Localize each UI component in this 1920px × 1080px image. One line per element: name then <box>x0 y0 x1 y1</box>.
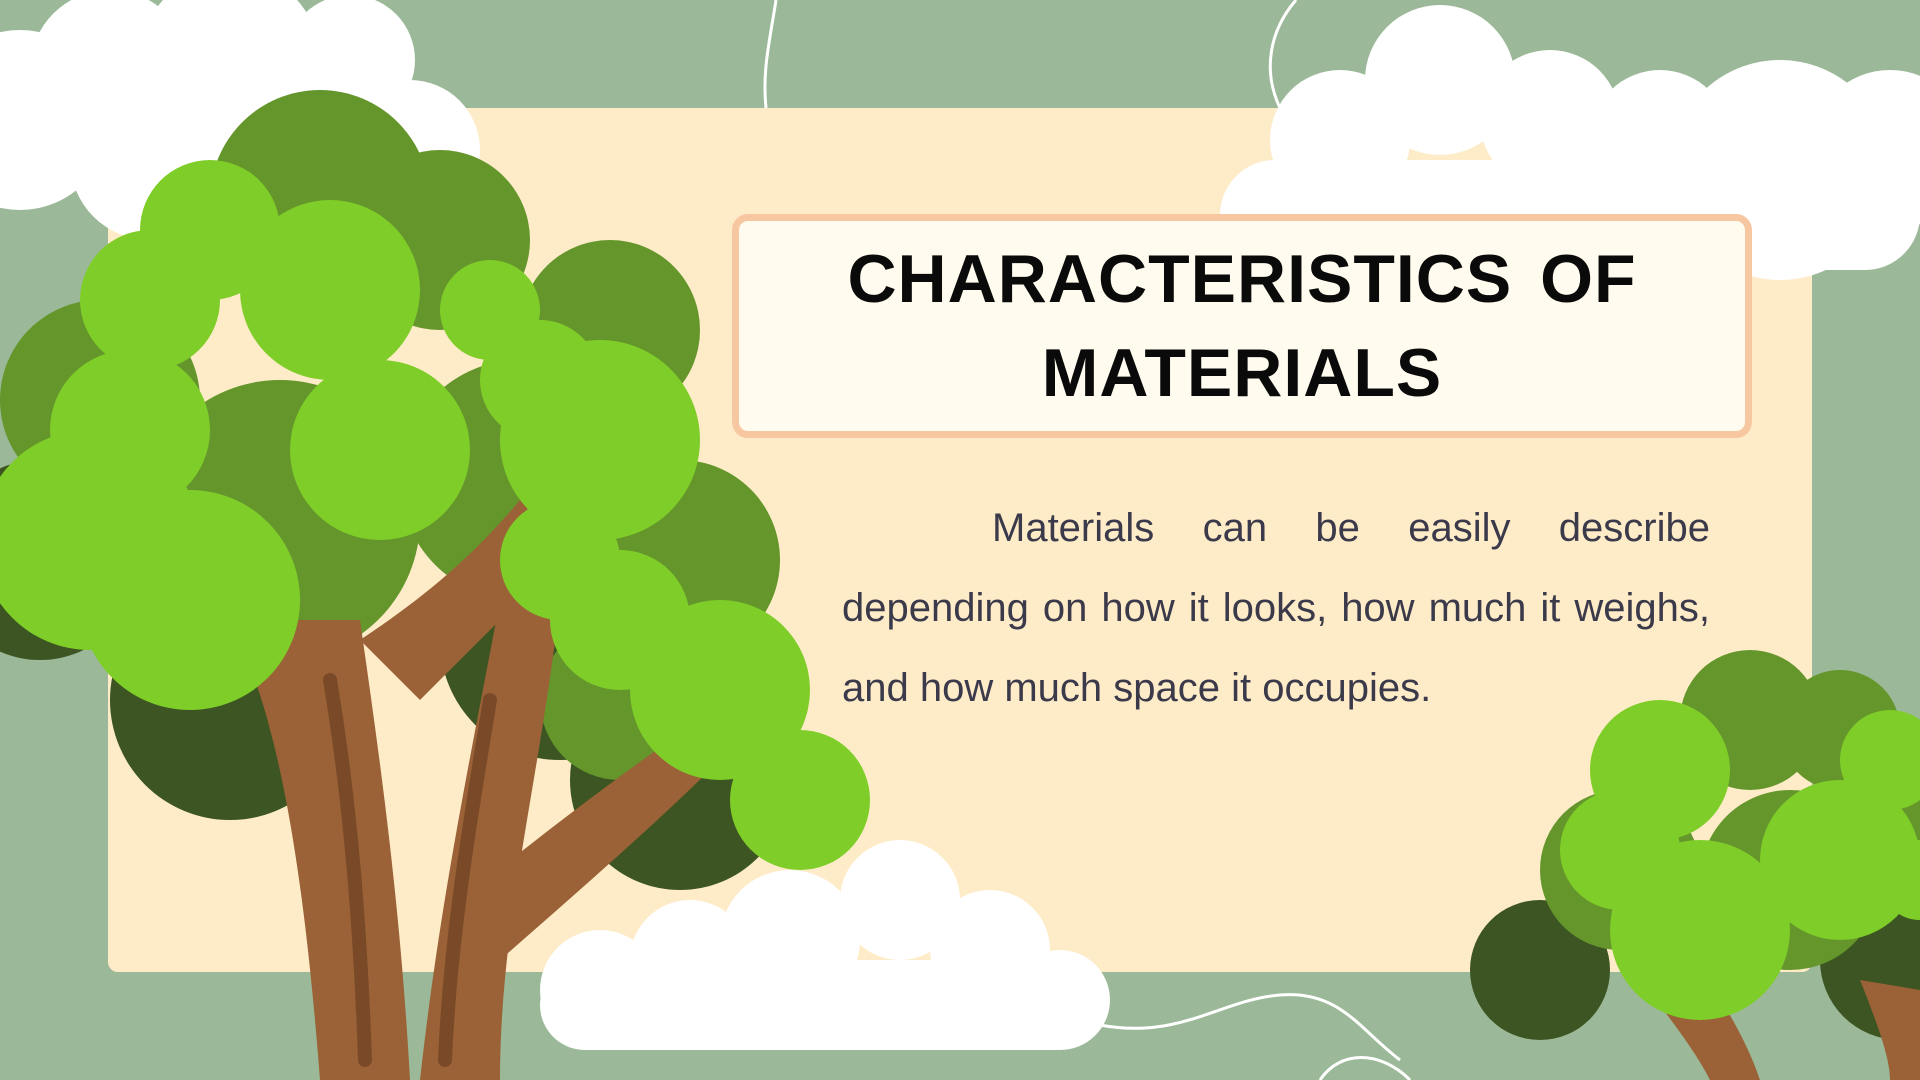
slide-body-text: Materials can be easily describe dependi… <box>842 506 1710 710</box>
squiggle-line <box>763 0 778 109</box>
title-box: CHARACTERISTICS OF MATERIALS <box>732 214 1752 438</box>
squiggle-line <box>1268 0 1298 109</box>
cloud-bottom-center <box>540 840 1110 1050</box>
slide-title: CHARACTERISTICS OF MATERIALS <box>847 241 1637 411</box>
squiggle-line <box>1099 993 1401 1062</box>
squiggle-line <box>1318 1056 1412 1080</box>
